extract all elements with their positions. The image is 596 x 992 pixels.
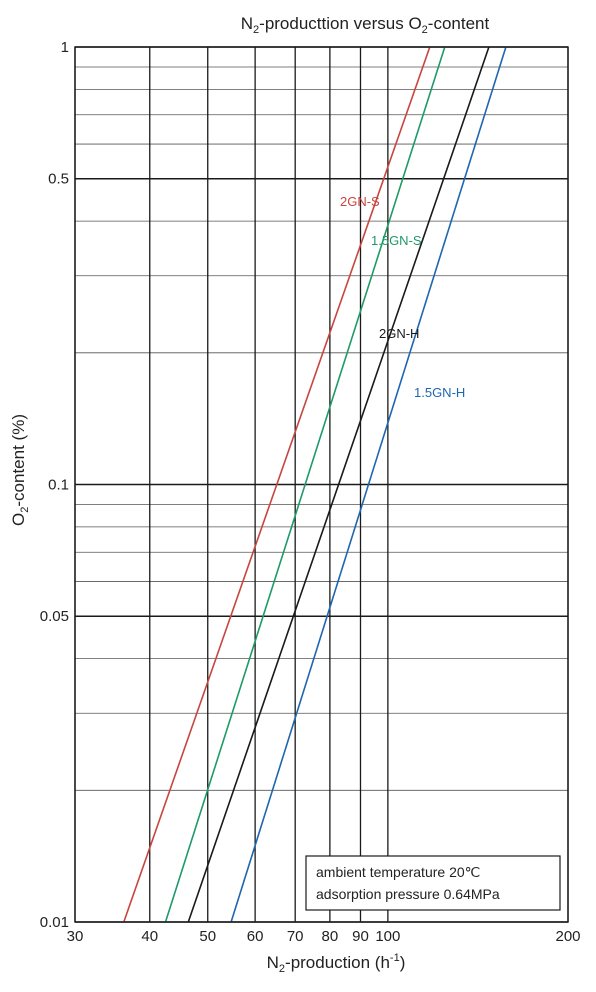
x-tick-label: 200 xyxy=(555,928,580,945)
series-line-2 xyxy=(187,46,490,923)
x-axis-title: N2-production (h-1) xyxy=(267,952,406,975)
y-axis-title: O2-content (%) xyxy=(9,414,31,526)
x-tick-label: 60 xyxy=(247,928,264,945)
y-tick-label: 1 xyxy=(61,39,69,56)
x-tick-label: 40 xyxy=(141,928,158,945)
grid xyxy=(74,46,569,923)
chart-title: N2-producttion versus O2-content xyxy=(241,14,490,36)
x-tick-labels: 30 40 50 60 70 80 90 100 200 xyxy=(67,928,581,945)
x-tick-label: 70 xyxy=(287,928,304,945)
y-tick-label: 0.05 xyxy=(40,608,69,625)
x-tick-label: 50 xyxy=(199,928,216,945)
y-tick-labels: 0.01 0.05 0.1 0.5 1 xyxy=(40,39,69,931)
y-tick-label: 0.1 xyxy=(48,477,69,494)
series-lines xyxy=(123,46,507,923)
label-1-5gn-s: 1.5GN-S xyxy=(371,233,422,248)
note-line-2: adsorption pressure 0.64MPa xyxy=(316,886,500,902)
conditions-note: ambient temperature 20℃ adsorption press… xyxy=(305,855,561,911)
label-1-5gn-h: 1.5GN-H xyxy=(414,385,465,400)
series-line-1 xyxy=(164,46,446,923)
x-tick-label: 100 xyxy=(375,928,400,945)
x-tick-label: 90 xyxy=(352,928,369,945)
series-line-0 xyxy=(123,46,431,923)
y-tick-label: 0.01 xyxy=(40,914,69,931)
x-tick-label: 80 xyxy=(322,928,339,945)
conditions-box xyxy=(305,855,561,911)
label-2gn-s: 2GN-S xyxy=(340,194,380,209)
y-tick-label: 0.5 xyxy=(48,171,69,188)
series-line-3 xyxy=(230,46,507,923)
plot-frame xyxy=(74,46,569,923)
note-line-1: ambient temperature 20℃ xyxy=(316,864,480,880)
label-2gn-h: 2GN-H xyxy=(379,326,419,341)
x-tick-label: 30 xyxy=(67,928,84,945)
